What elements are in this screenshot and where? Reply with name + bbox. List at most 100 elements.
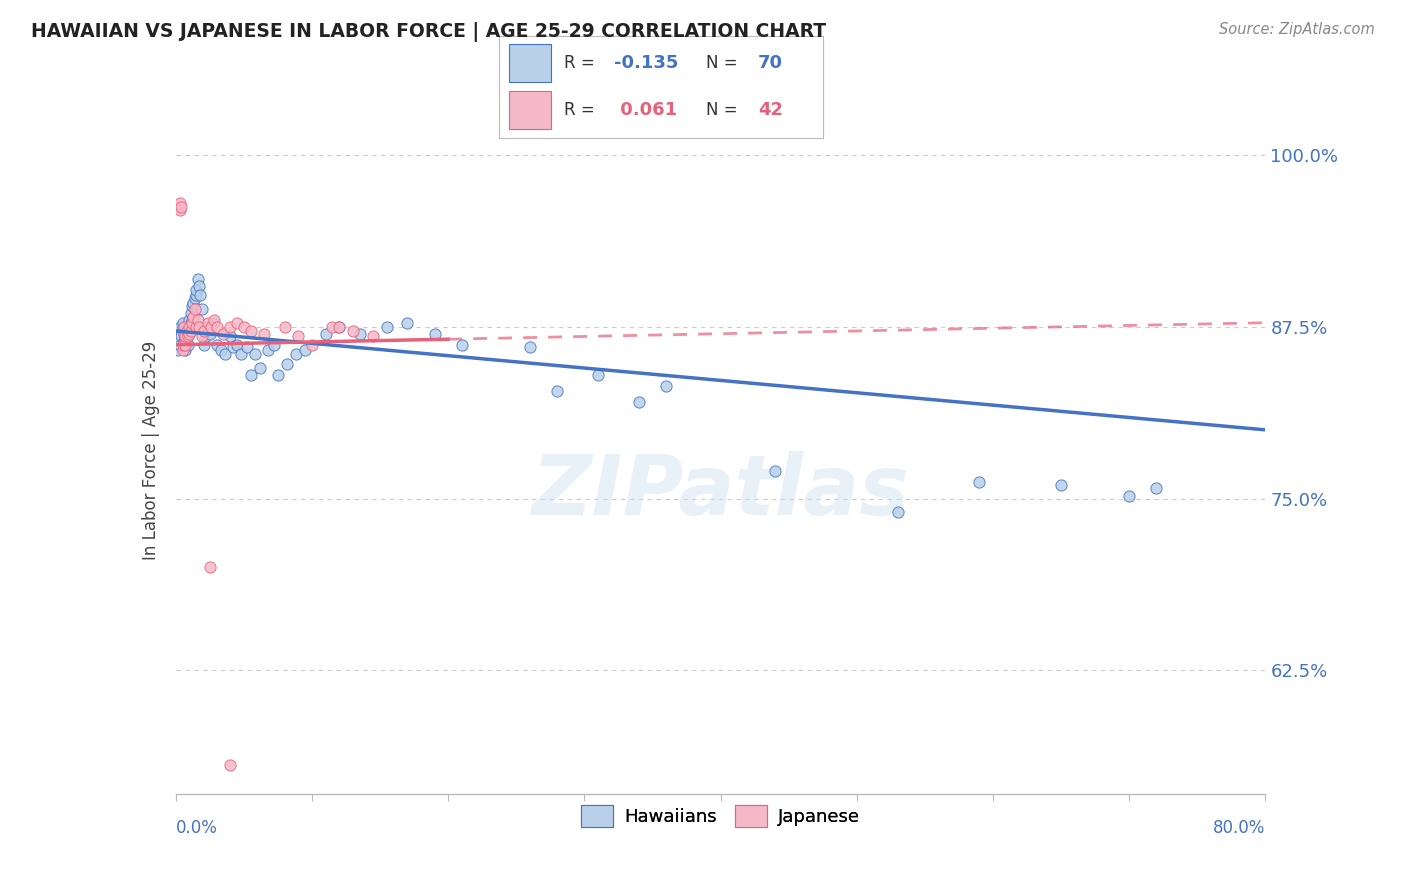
Text: R =: R =	[564, 101, 600, 119]
Text: 0.061: 0.061	[614, 101, 678, 119]
Legend: Hawaiians, Japanese: Hawaiians, Japanese	[574, 797, 868, 834]
Point	[226, 316, 249, 330]
Point	[287, 329, 309, 343]
Point	[177, 329, 200, 343]
Point	[167, 343, 190, 358]
Point	[180, 316, 202, 330]
Point	[176, 329, 198, 343]
Point	[172, 319, 194, 334]
Point	[396, 316, 419, 330]
FancyBboxPatch shape	[509, 91, 551, 129]
Point	[183, 296, 205, 310]
Point	[586, 368, 609, 382]
Point	[231, 347, 253, 361]
Point	[176, 324, 198, 338]
Point	[276, 357, 298, 371]
Point	[184, 291, 207, 305]
Point	[179, 319, 201, 334]
Point	[655, 379, 678, 393]
Point	[232, 319, 254, 334]
Point	[173, 334, 195, 348]
Text: N =: N =	[706, 54, 742, 72]
Point	[180, 306, 202, 320]
Point	[201, 316, 224, 330]
Point	[263, 337, 285, 351]
Point	[627, 395, 650, 409]
Point	[195, 319, 218, 334]
Point	[169, 196, 191, 211]
Point	[212, 326, 235, 341]
Point	[267, 368, 290, 382]
Point	[188, 288, 211, 302]
Point	[321, 319, 343, 334]
Point	[202, 313, 225, 327]
Text: 70: 70	[758, 54, 783, 72]
Point	[174, 343, 197, 358]
Point	[243, 347, 266, 361]
Point	[342, 324, 364, 338]
Point	[183, 310, 205, 325]
Point	[239, 324, 262, 338]
Text: 0.0%: 0.0%	[176, 819, 218, 837]
Text: HAWAIIAN VS JAPANESE IN LABOR FORCE | AGE 25-29 CORRELATION CHART: HAWAIIAN VS JAPANESE IN LABOR FORCE | AG…	[31, 22, 827, 42]
Point	[226, 337, 249, 351]
Point	[169, 337, 191, 351]
Text: N =: N =	[706, 101, 742, 119]
Point	[172, 343, 194, 358]
Point	[763, 464, 786, 478]
Point	[349, 326, 371, 341]
Point	[219, 319, 242, 334]
Point	[181, 299, 204, 313]
Point	[219, 329, 242, 343]
Point	[190, 301, 212, 316]
Point	[315, 326, 337, 341]
Point	[186, 319, 208, 334]
Point	[186, 313, 209, 327]
Text: R =: R =	[564, 54, 600, 72]
Point	[177, 337, 200, 351]
Point	[219, 758, 242, 772]
Point	[172, 316, 194, 330]
Point	[179, 313, 201, 327]
Text: Source: ZipAtlas.com: Source: ZipAtlas.com	[1219, 22, 1375, 37]
Point	[274, 319, 297, 334]
Point	[183, 310, 205, 325]
Point	[328, 319, 350, 334]
Point	[181, 316, 204, 330]
Point	[179, 326, 201, 341]
Point	[284, 347, 307, 361]
Point	[450, 337, 472, 351]
Point	[214, 347, 236, 361]
Point	[193, 324, 215, 338]
Point	[200, 319, 222, 334]
Point	[969, 475, 991, 489]
Point	[194, 329, 217, 343]
Point	[1118, 489, 1140, 503]
Point	[198, 326, 221, 341]
Point	[169, 203, 191, 218]
Point	[186, 283, 208, 297]
Text: 80.0%: 80.0%	[1213, 819, 1265, 837]
Point	[187, 278, 209, 293]
Point	[1144, 481, 1167, 495]
Point	[186, 271, 209, 285]
Point	[186, 288, 208, 302]
Point	[198, 560, 221, 574]
Point	[167, 200, 190, 214]
Point	[170, 200, 193, 214]
Point	[546, 384, 568, 399]
Point	[176, 319, 198, 334]
Point	[190, 329, 212, 343]
Point	[375, 319, 398, 334]
Point	[423, 326, 446, 341]
Text: 42: 42	[758, 101, 783, 119]
Point	[361, 329, 384, 343]
Point	[253, 326, 276, 341]
Point	[519, 340, 541, 354]
Point	[184, 301, 207, 316]
Point	[235, 340, 257, 354]
Point	[179, 319, 201, 334]
Point	[173, 319, 195, 334]
Point	[173, 326, 195, 341]
Point	[174, 337, 197, 351]
